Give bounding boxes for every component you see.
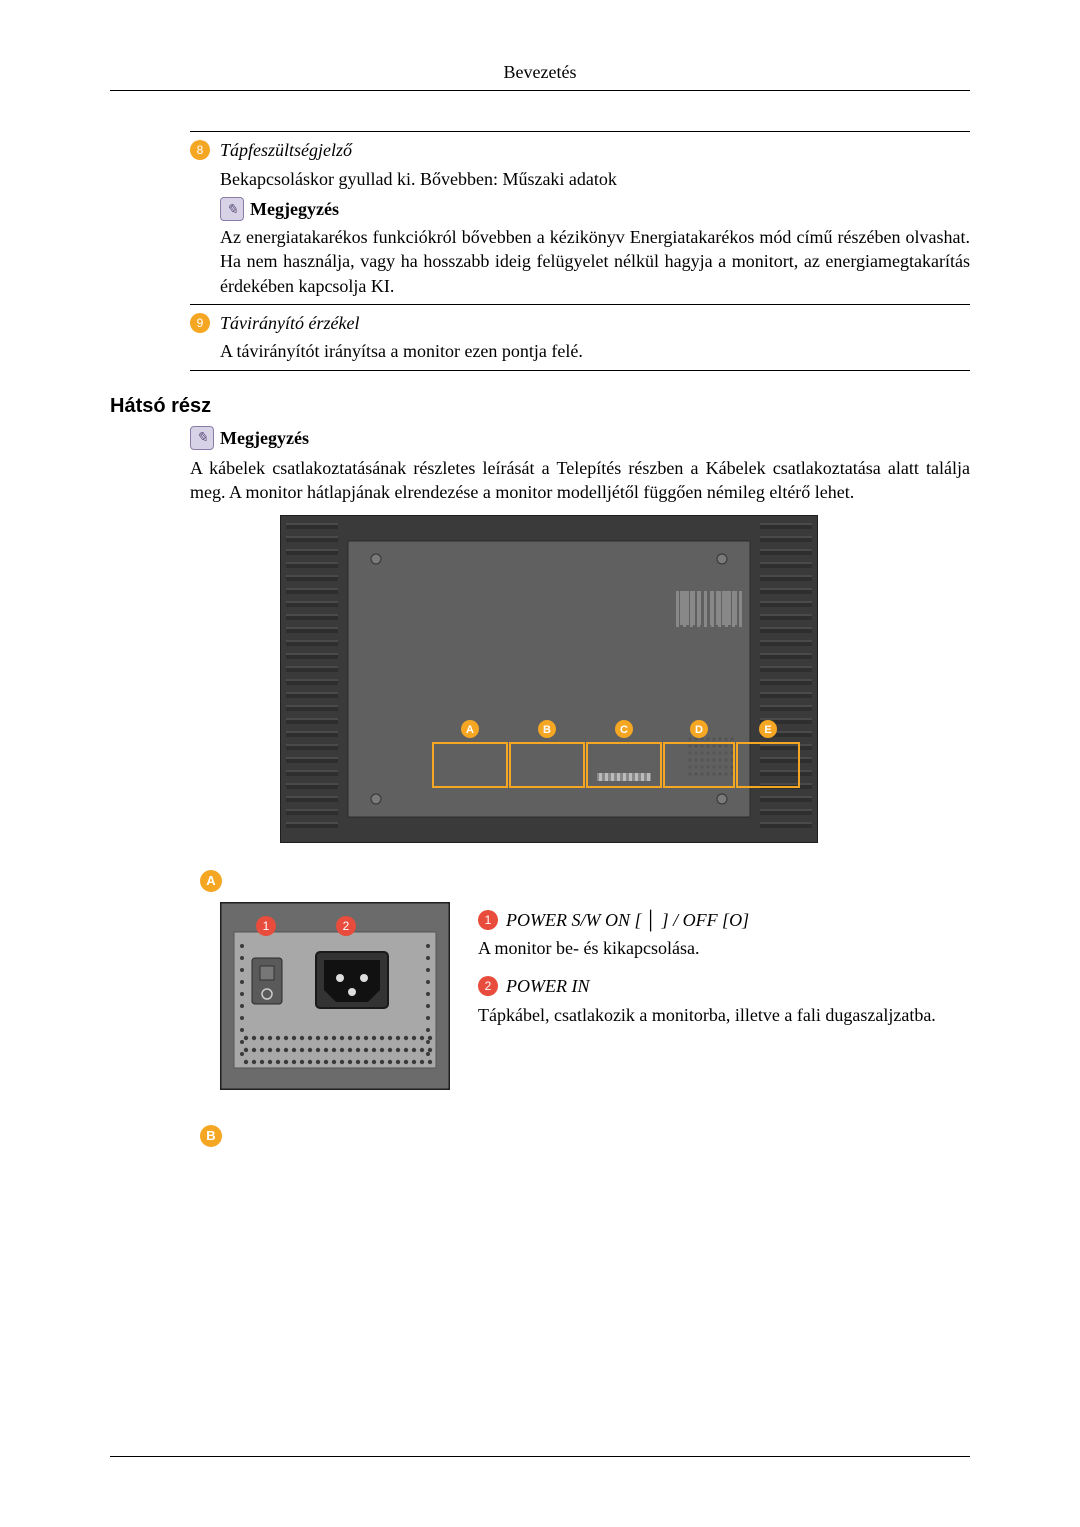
port-desc-item: 1 POWER S/W ON [ │ ] / OFF [O] [478, 908, 970, 932]
page-header: Bevezetés [110, 60, 970, 91]
monitor-rear-figure: A B C D E [280, 515, 970, 849]
page: Bevezetés 8 Tápfeszültségjelző Bekapcsol… [0, 0, 1080, 1527]
badge-8-icon: 8 [190, 140, 210, 160]
divider [190, 370, 970, 371]
port-text: Tápkábel, csatlakozik a monitorba, illet… [478, 1003, 970, 1027]
port-title: POWER IN [506, 974, 589, 998]
svg-text:1: 1 [263, 919, 270, 933]
svg-text:2: 2 [343, 919, 350, 933]
section-a-content: 12 1 POWER S/W ON [ │ ] / OFF [O] A moni… [220, 902, 970, 1096]
note-label: Megjegyzés [220, 426, 309, 450]
section-intro: A kábelek csatlakoztatásának részletes l… [190, 456, 970, 505]
note-row: ✎ Megjegyzés [190, 426, 970, 450]
letter-a-icon: A [200, 870, 222, 892]
port-text: A monitor be- és kikapcsolása. [478, 936, 970, 960]
note-label: Megjegyzés [250, 197, 339, 221]
feature-title: Távirányító érzékel [220, 311, 359, 335]
section-heading: Hátsó rész [110, 393, 970, 420]
svg-text:B: B [543, 724, 551, 736]
letter-b-icon: B [200, 1125, 222, 1147]
note-icon: ✎ [190, 426, 214, 450]
divider [190, 131, 970, 132]
monitor-rear-svg: A B C D E [280, 515, 818, 843]
port-closeup-svg: 12 [220, 902, 450, 1090]
section-b-marker: B [200, 1122, 970, 1147]
divider [190, 304, 970, 305]
badge-1-icon: 1 [478, 910, 498, 930]
note-body: Az energiatakarékos funkciókról bővebben… [220, 225, 970, 298]
port-closeup-figure: 12 [220, 902, 450, 1096]
note-icon: ✎ [220, 197, 244, 221]
feature-item: 8 Tápfeszültségjelző [190, 138, 970, 162]
feature-title: Tápfeszültségjelző [220, 138, 352, 162]
badge-9-icon: 9 [190, 313, 210, 333]
note-row: ✎ Megjegyzés [220, 197, 970, 221]
port-desc-item: 2 POWER IN [478, 974, 970, 998]
feature-body: Bekapcsoláskor gyullad ki. Bővebben: Műs… [220, 167, 970, 191]
svg-text:D: D [695, 724, 703, 736]
badge-2-icon: 2 [478, 976, 498, 996]
footer-divider [110, 1456, 970, 1457]
section-a-marker: A [200, 867, 970, 892]
svg-text:A: A [466, 724, 474, 736]
svg-text:E: E [764, 724, 771, 736]
port-title: POWER S/W ON [ │ ] / OFF [O] [506, 908, 749, 932]
port-descriptions: 1 POWER S/W ON [ │ ] / OFF [O] A monitor… [478, 902, 970, 1041]
feature-item: 9 Távirányító érzékel [190, 311, 970, 335]
feature-list: 8 Tápfeszültségjelző Bekapcsoláskor gyul… [190, 131, 970, 370]
feature-body: A távirányítót irányítsa a monitor ezen … [220, 339, 970, 363]
svg-text:C: C [620, 724, 628, 736]
